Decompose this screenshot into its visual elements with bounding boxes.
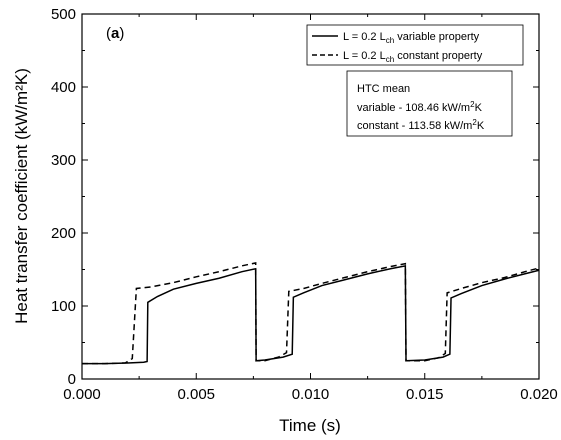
- y-tick-label: 0: [68, 371, 76, 388]
- annotation-constant: constant - 113.58 kW/m2K: [357, 118, 485, 132]
- plot-frame: [82, 14, 539, 379]
- annotation-title: HTC mean: [357, 83, 410, 95]
- x-tick-label: 0.020: [520, 386, 558, 403]
- series-layer: [82, 263, 539, 364]
- panel-label: (a): [106, 25, 124, 42]
- y-tick-label: 300: [51, 152, 76, 169]
- legend-entry-constant: L = 0.2 Lch constant property: [343, 50, 483, 64]
- htc-annotation: HTC mean variable - 108.46 kW/m2K consta…: [347, 71, 512, 136]
- series-solid-line: [82, 266, 539, 364]
- x-tick-label: 0.000: [63, 386, 101, 403]
- x-tick-label: 0.015: [406, 386, 444, 403]
- x-tick-label: 0.005: [177, 386, 215, 403]
- axis-layer: 0.000 0.005 0.010 0.015 0.020 0 100 200 300 400 50…: [51, 6, 558, 403]
- y-tick-label: 500: [51, 6, 76, 23]
- legend-entry-variable: L = 0.2 Lch variable property: [343, 31, 480, 45]
- y-axis-title: Heat transfer coefficient (kW/m²K): [12, 68, 31, 324]
- y-tick-label: 100: [51, 298, 76, 315]
- x-tick-label: 0.010: [292, 386, 330, 403]
- x-axis-title: Time (s): [279, 416, 341, 435]
- annotation-variable: variable - 108.46 kW/m2K: [357, 100, 483, 114]
- y-tick-label: 400: [51, 79, 76, 96]
- y-tick-label: 200: [51, 225, 76, 242]
- series-dashed-line: [82, 263, 539, 364]
- legend: L = 0.2 Lch variable property L = 0.2 Lc…: [307, 25, 523, 65]
